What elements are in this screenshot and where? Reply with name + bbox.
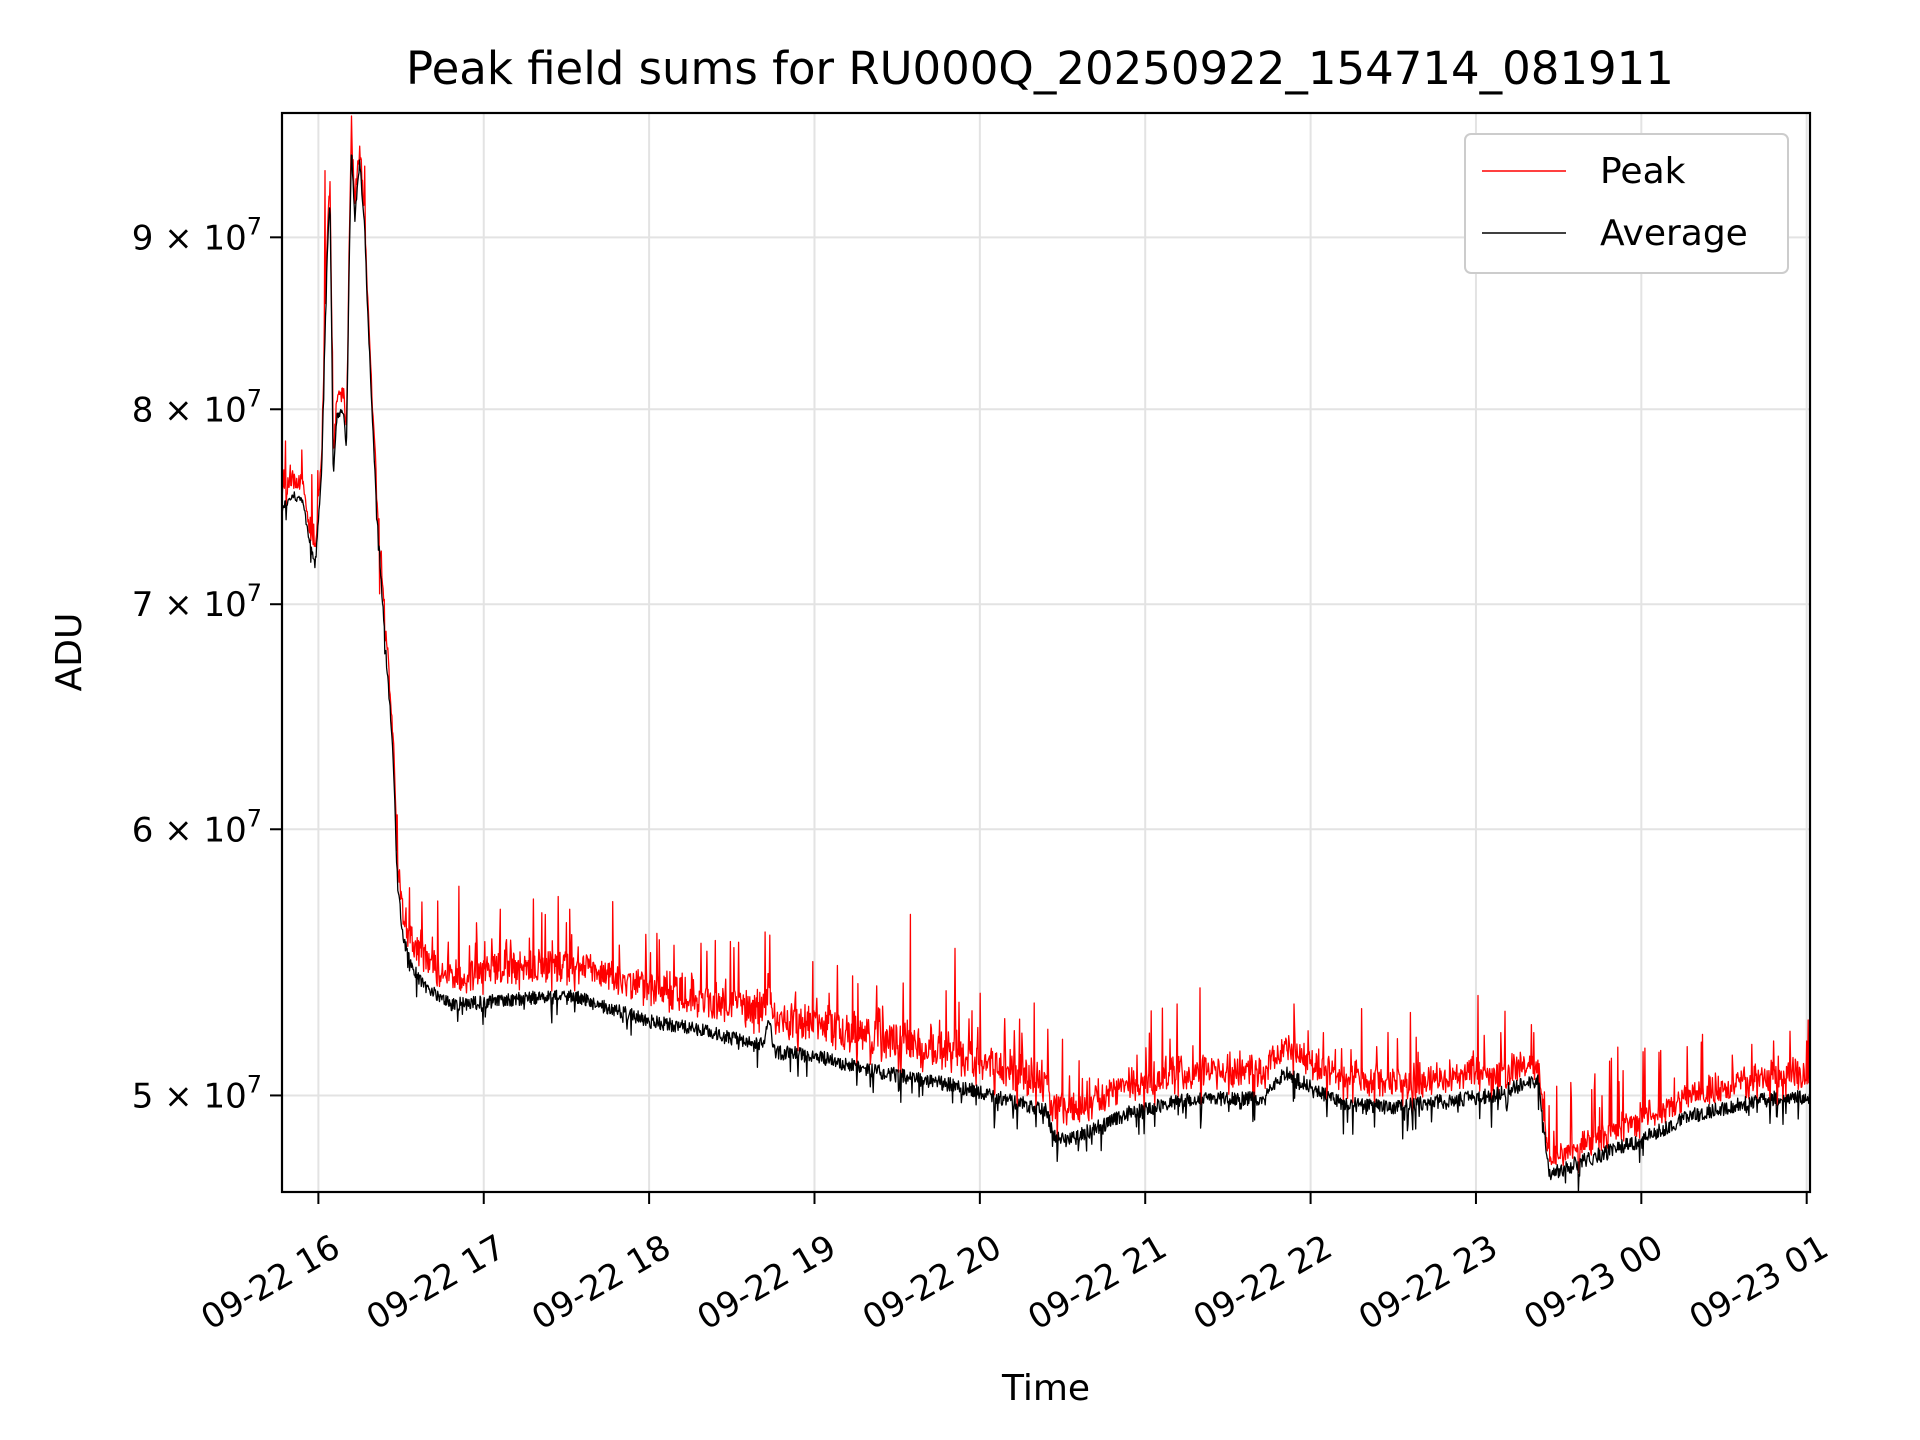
- y-tick-label: 9 × 107: [132, 212, 262, 258]
- chart-title: Peak field sums for RU000Q_20250922_1547…: [406, 42, 1674, 95]
- y-axis-label: ADU: [49, 613, 90, 692]
- grid: [282, 113, 1810, 1192]
- series-average-line: [282, 154, 1810, 1192]
- x-axis-label: Time: [1001, 1368, 1090, 1409]
- plot-frame: [280, 111, 1812, 1194]
- y-tick-label: 6 × 107: [132, 804, 262, 850]
- legend: Peak Average: [1464, 133, 1789, 274]
- y-tick-label: 7 × 107: [132, 579, 262, 625]
- y-tick-label: 5 × 107: [132, 1070, 262, 1116]
- legend-label-peak: Peak: [1600, 151, 1686, 192]
- series-peak-line: [282, 115, 1810, 1174]
- y-tick-label: 8 × 107: [132, 384, 262, 430]
- y-axis: 5 × 107 6 × 107 7 × 107 8 × 107 9 × 107: [132, 212, 282, 1116]
- legend-box: [1464, 133, 1789, 274]
- legend-label-average: Average: [1600, 213, 1748, 254]
